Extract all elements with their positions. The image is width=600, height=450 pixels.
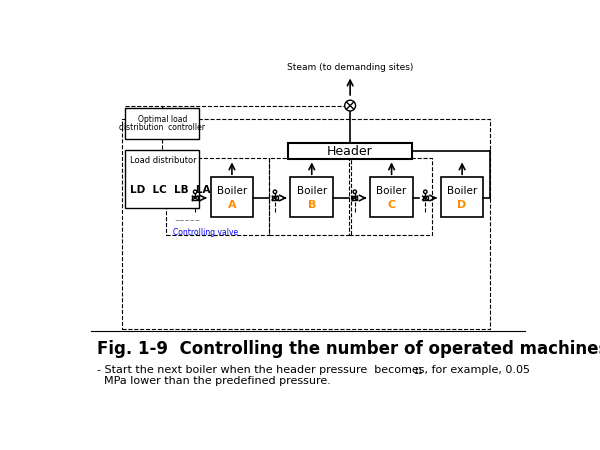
Circle shape [344,100,356,111]
Text: Boiler: Boiler [447,186,477,196]
Bar [370,177,413,217]
Bar [211,177,253,217]
Text: MPa lower than the predefined pressure.: MPa lower than the predefined pressure. [97,376,331,386]
Text: - Start the next boiler when the header pressure  becomes, for example, 0.05: - Start the next boiler when the header … [97,365,530,375]
Text: 11: 11 [413,367,423,376]
Circle shape [424,190,427,194]
Text: D: D [457,200,467,210]
Text: Header: Header [327,144,373,158]
Circle shape [193,190,197,194]
Text: Boiler: Boiler [217,186,247,196]
Text: distribution  controller: distribution controller [119,123,205,132]
Circle shape [273,190,277,194]
Text: Controlling valve: Controlling valve [173,228,238,237]
Text: Fig. 1-9  Controlling the number of operated machines: Fig. 1-9 Controlling the number of opera… [97,341,600,359]
Text: B: B [308,200,316,210]
Bar [125,108,199,139]
Text: C: C [388,200,395,210]
Bar [125,150,199,208]
Text: Steam (to demanding sites): Steam (to demanding sites) [287,63,413,72]
Text: ~~~~~: ~~~~~ [174,218,200,223]
Text: Boiler: Boiler [296,186,327,196]
Text: Optimal load: Optimal load [137,115,187,124]
Bar [441,177,484,217]
Text: A: A [227,200,236,210]
Text: LD  LC  LB  LA: LD LC LB LA [130,184,211,194]
Text: Boiler: Boiler [376,186,407,196]
Circle shape [353,190,356,194]
Bar [290,177,333,217]
Bar [288,143,412,159]
Text: Load distributor: Load distributor [130,156,197,165]
